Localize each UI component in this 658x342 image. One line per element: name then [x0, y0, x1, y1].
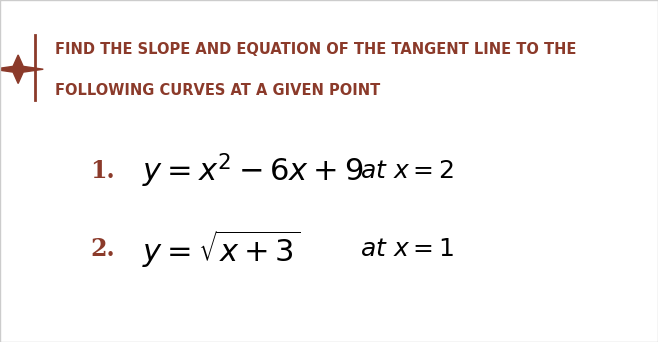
- Text: 1.: 1.: [90, 159, 115, 183]
- Text: FIND THE SLOPE AND EQUATION OF THE TANGENT LINE TO THE: FIND THE SLOPE AND EQUATION OF THE TANGE…: [55, 42, 576, 57]
- Polygon shape: [0, 55, 43, 83]
- Text: FOLLOWING CURVES AT A GIVEN POINT: FOLLOWING CURVES AT A GIVEN POINT: [55, 83, 380, 98]
- Text: $at\ x = 2$: $at\ x = 2$: [360, 159, 455, 183]
- Text: 2.: 2.: [90, 237, 115, 261]
- Text: $y = \sqrt{x+3}$: $y = \sqrt{x+3}$: [142, 228, 300, 270]
- Text: $at\ x = 1$: $at\ x = 1$: [360, 238, 455, 261]
- Text: $y = x^2 - 6x + 9$: $y = x^2 - 6x + 9$: [142, 152, 364, 190]
